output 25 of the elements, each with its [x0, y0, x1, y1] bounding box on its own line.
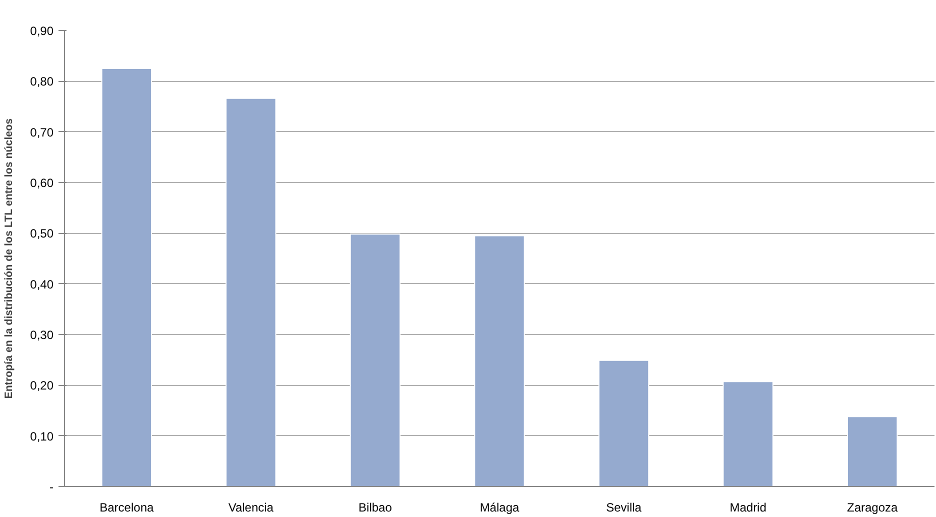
bar — [226, 98, 276, 486]
x-tick-label: Málaga — [480, 500, 520, 514]
x-tick-label: Madrid — [730, 500, 766, 514]
y-tick-label: 0,30 — [30, 328, 54, 342]
y-tick-label: 0,80 — [30, 74, 54, 89]
bar — [474, 235, 525, 486]
y-tick-label: - — [50, 480, 54, 494]
bar — [350, 234, 401, 486]
x-tick-label: Zaragoza — [847, 500, 898, 514]
y-tick-label: 0,40 — [30, 277, 54, 292]
y-tick-label: 0,70 — [30, 125, 54, 140]
bar — [847, 416, 898, 486]
x-tick-label: Valencia — [228, 500, 274, 514]
y-tick-label: 0,20 — [30, 378, 54, 393]
x-tick-label: Bilbao — [358, 500, 392, 514]
y-tick-label: 0,90 — [30, 24, 54, 38]
bar — [101, 68, 152, 486]
y-tick-label: 0,60 — [30, 176, 54, 190]
bar — [598, 360, 650, 486]
y-tick-label: 0,10 — [30, 429, 54, 444]
y-axis-title: Entropía en la distribución de los LTL entre los núcleos — [3, 118, 16, 399]
bar — [722, 381, 774, 486]
x-tick-label: Sevilla — [606, 500, 642, 514]
x-tick-label: Barcelona — [100, 500, 154, 514]
y-tick-label: 0,50 — [30, 226, 54, 241]
